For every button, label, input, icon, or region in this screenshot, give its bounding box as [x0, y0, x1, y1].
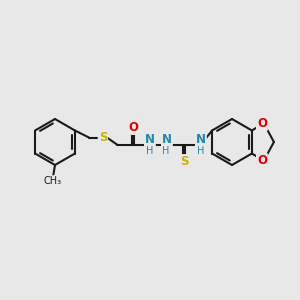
Text: N: N — [196, 133, 206, 146]
Text: N: N — [145, 133, 155, 146]
Text: S: S — [99, 131, 107, 144]
Text: CH₃: CH₃ — [44, 176, 62, 186]
Text: O: O — [257, 117, 267, 130]
Text: O: O — [128, 121, 138, 134]
Text: S: S — [180, 155, 188, 168]
Text: H: H — [162, 146, 169, 155]
Text: N: N — [162, 133, 172, 146]
Text: H: H — [197, 146, 205, 155]
Text: O: O — [257, 154, 267, 167]
Text: H: H — [146, 146, 154, 155]
